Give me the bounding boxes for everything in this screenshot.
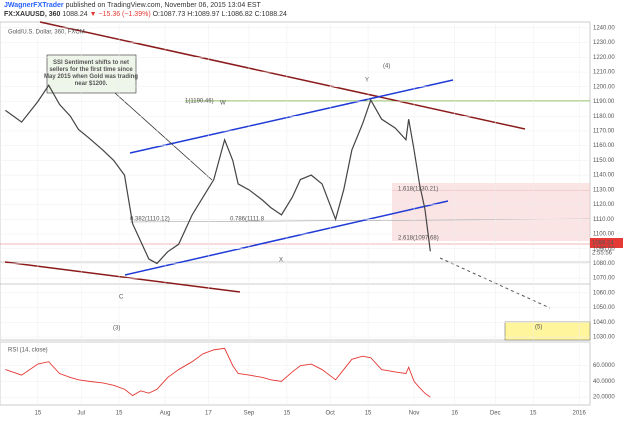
y-tick-label: 1210.00	[593, 70, 615, 76]
annotation: 0.382(1110.12)	[130, 217, 170, 223]
channel-line	[129, 79, 454, 154]
y-tick-label: 1040.00	[593, 320, 615, 326]
annotation: C	[119, 295, 124, 301]
projection	[439, 257, 551, 309]
channel-line	[124, 200, 449, 276]
y-tick-label: 1080.00	[593, 261, 615, 267]
x-tick-label: Aug	[160, 411, 171, 417]
symbol: FX:XAUUSD, 360	[4, 11, 61, 18]
callout-line: SSI Sentiment shifts to net	[53, 60, 129, 66]
x-tick-label: 15	[116, 411, 123, 417]
x-tick-label: 17	[205, 411, 212, 417]
x-tick-label: Jul	[77, 411, 85, 417]
y-tick-label: 1050.00	[593, 305, 615, 311]
pane-title: RSI (14, close)	[8, 348, 48, 354]
y-tick-label: 1090.00	[593, 246, 615, 252]
x-tick-label: 15	[284, 411, 291, 417]
ohlc: O:1087.73 H:1089.97 L:1086.82 C:1088.24	[152, 11, 287, 18]
y-tick-label: 1220.00	[593, 55, 615, 61]
price: 1088.24	[62, 11, 88, 18]
y-tick-label: 1150.00	[593, 158, 615, 164]
y-tick-label: 1100.00	[593, 232, 615, 238]
x-tick-label: 15	[35, 411, 42, 417]
y-tick-label: 1170.00	[593, 129, 615, 135]
callout-line: sellers for the first time since	[49, 67, 133, 73]
y-tick-label: 60.0000	[593, 363, 615, 369]
symbol-line: FX:XAUUSD, 360 1088.24 ▼ −15.36 (−1.39%)…	[4, 11, 287, 18]
y-tick-label: 1190.00	[593, 99, 615, 105]
annotation: 1(1190.46)	[185, 99, 214, 105]
y-tick-label: 40.0000	[593, 379, 615, 385]
header-line: JWagnerFXTrader published on TradingView…	[4, 2, 261, 9]
change: ▼ −15.36 (−1.39%)	[89, 11, 151, 18]
x-tick-label: Oct	[326, 411, 336, 417]
callout-line: May 2015 when Gold was trading	[44, 74, 138, 80]
annotation: 0.786(1111.8	[230, 217, 265, 223]
x-tick-label: 15	[530, 411, 537, 417]
trend-line	[39, 21, 526, 130]
countdown: 2:55:56	[592, 251, 613, 257]
y-tick-label: 1230.00	[593, 40, 615, 46]
x-tick-label: Nov	[409, 411, 420, 417]
y-tick-label: 1160.00	[593, 143, 615, 149]
trend-line	[4, 261, 241, 293]
y-tick-label: 1060.00	[593, 290, 615, 296]
price-tag-label: 1088.24	[592, 241, 614, 247]
y-tick-label: 1140.00	[593, 173, 615, 179]
y-tick-label: 1120.00	[593, 202, 615, 208]
annotation: 1.618(1130.21)	[398, 187, 438, 193]
rsi-pane	[0, 341, 591, 406]
annotation: 2.618(1097.68)	[398, 236, 439, 242]
price-line	[5, 347, 431, 398]
annotation: X	[279, 258, 283, 264]
published: published on TradingView.com, November 0…	[65, 2, 261, 9]
target-box	[504, 321, 591, 341]
annotation: (3)	[113, 326, 120, 332]
author[interactable]: JWagnerFXTrader	[4, 2, 64, 9]
x-tick-label: 15	[365, 411, 372, 417]
callout-pointer	[114, 92, 213, 181]
callout-line: near $1200.	[75, 81, 108, 87]
x-tick-label: Sep	[244, 411, 255, 417]
price-tag	[590, 238, 623, 248]
y-tick-label: 1130.00	[593, 187, 615, 193]
price-line	[5, 84, 431, 265]
price-pane	[0, 21, 591, 341]
y-tick-label: 1240.00	[593, 25, 615, 31]
x-tick-label: 2016	[572, 411, 586, 417]
annotation: W	[220, 101, 226, 107]
annotation: (4)	[383, 64, 390, 70]
y-tick-label: 1030.00	[593, 335, 615, 341]
pane-title: Gold/U.S. Dollar, 360, FXCM	[8, 30, 85, 36]
y-tick-label: 1180.00	[593, 114, 615, 120]
annotation: (5)	[535, 325, 542, 331]
y-tick-label: 1110.00	[593, 217, 614, 223]
y-tick-label: 1070.00	[593, 276, 615, 282]
y-tick-label: 1200.00	[593, 84, 615, 90]
callout-text: SSI Sentiment shifts to net sellers for t…	[44, 60, 138, 87]
annotation: Y	[365, 78, 369, 84]
x-tick-label: Dec	[490, 411, 501, 417]
y-tick-label: 20.0000	[593, 395, 615, 401]
x-tick-label: 16	[451, 411, 458, 417]
